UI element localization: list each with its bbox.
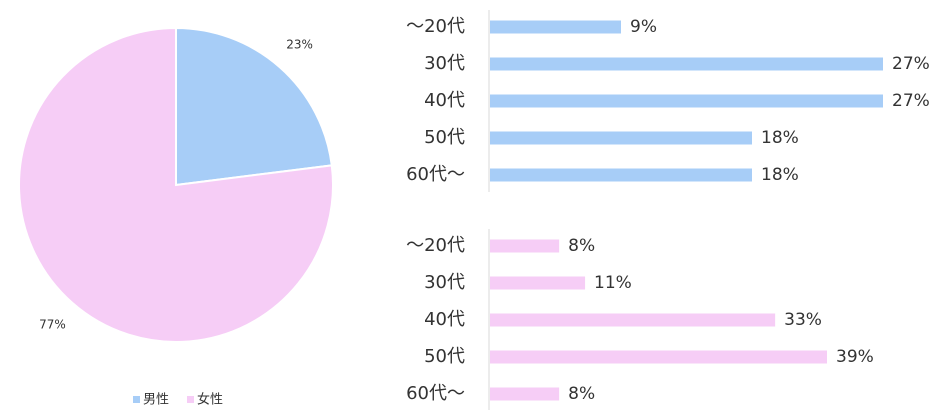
category-label: ～20代: [406, 235, 465, 256]
bar: [490, 168, 752, 182]
bar: [490, 276, 586, 290]
data-label: 23%: [286, 37, 313, 51]
data-label: 33%: [784, 310, 822, 330]
data-label: 11%: [594, 273, 632, 293]
category-label: 30代: [424, 272, 465, 293]
bar: [490, 131, 752, 145]
legend-label: 男性: [143, 393, 169, 408]
data-label: 27%: [892, 54, 930, 74]
category-label: 60代～: [406, 164, 465, 185]
pie-slice: [18, 26, 334, 343]
bar: [490, 57, 883, 71]
category-label: 40代: [424, 90, 465, 111]
bar: [490, 20, 621, 34]
category-label: ～20代: [406, 16, 465, 37]
data-label: 8%: [568, 384, 595, 404]
data-label: 8%: [568, 236, 595, 256]
category-label: 40代: [424, 309, 465, 330]
category-label: 50代: [424, 346, 465, 367]
legend-swatch: [187, 396, 194, 403]
data-label: 18%: [761, 165, 799, 185]
category-label: 60代～: [406, 383, 465, 404]
legend-swatch: [133, 396, 140, 403]
bar: [490, 350, 827, 364]
data-label: 9%: [630, 17, 657, 37]
bar: [490, 313, 776, 327]
category-label: 50代: [424, 127, 465, 148]
category-label: 30代: [424, 53, 465, 74]
data-label: 27%: [892, 91, 930, 111]
bar: [490, 387, 560, 401]
bar: [490, 239, 560, 253]
data-label: 39%: [836, 347, 874, 367]
bar: [490, 94, 883, 108]
pie-slice: [175, 26, 333, 187]
data-label: 18%: [761, 128, 799, 148]
legend-label: 女性: [197, 392, 223, 408]
data-label: 77%: [39, 318, 66, 332]
